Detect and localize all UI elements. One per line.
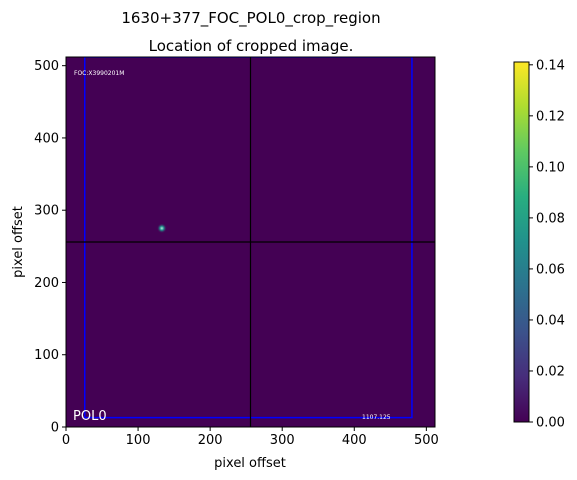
colorbar-tick-label: 0.14: [536, 58, 565, 73]
plot-frame: [65, 56, 436, 428]
colorbar-tick-label: 0.10: [536, 160, 565, 175]
y-axis-label: pixel offset: [11, 206, 26, 278]
x-tick-label: 200: [198, 433, 223, 448]
colorbar-tick-label: 0.00: [536, 416, 565, 431]
crop-rectangle: [83, 57, 413, 419]
y-tick-label: 200: [34, 276, 59, 291]
chart-title: 1630+377_FOC_POL0_crop_region: [121, 9, 380, 28]
y-tick-label: 100: [34, 348, 59, 363]
colorbar-tick-label: 0.12: [536, 109, 565, 124]
x-tick-label: 400: [342, 433, 367, 448]
colorbar-tick-label: 0.04: [536, 313, 565, 328]
point-source: [156, 223, 167, 234]
y-tick-label: 500: [34, 59, 59, 74]
x-tick-label: 300: [270, 433, 295, 448]
colorbar-tick-label: 0.02: [536, 364, 565, 379]
x-axis-label: pixel offset: [214, 456, 286, 471]
y-tick-label: 400: [34, 131, 59, 146]
colorbar: [513, 61, 530, 423]
colorbar-tick-label: 0.08: [536, 211, 565, 226]
x-axis: 0 100 200 300 400 500: [62, 427, 439, 448]
x-tick-label: 500: [414, 433, 439, 448]
x-tick-label: 100: [126, 433, 151, 448]
annotation-top-left: FOC:X3990201M: [74, 70, 124, 77]
colorbar-tick-label: 0.06: [536, 262, 565, 277]
colorbar-ticks: 0.00 0.02 0.04 0.06 0.08 0.10 0.12 0.14: [529, 58, 565, 431]
annotation-bottom-right: 1107.125: [362, 414, 391, 421]
y-tick-label: 0: [51, 421, 59, 436]
y-tick-label: 300: [34, 204, 59, 219]
y-axis: 0 100 200 300 400 500: [34, 59, 66, 436]
x-tick-label: 0: [62, 433, 70, 448]
chart-subtitle: Location of cropped image.: [149, 37, 354, 55]
annotation-pol0: POL0: [73, 409, 107, 424]
